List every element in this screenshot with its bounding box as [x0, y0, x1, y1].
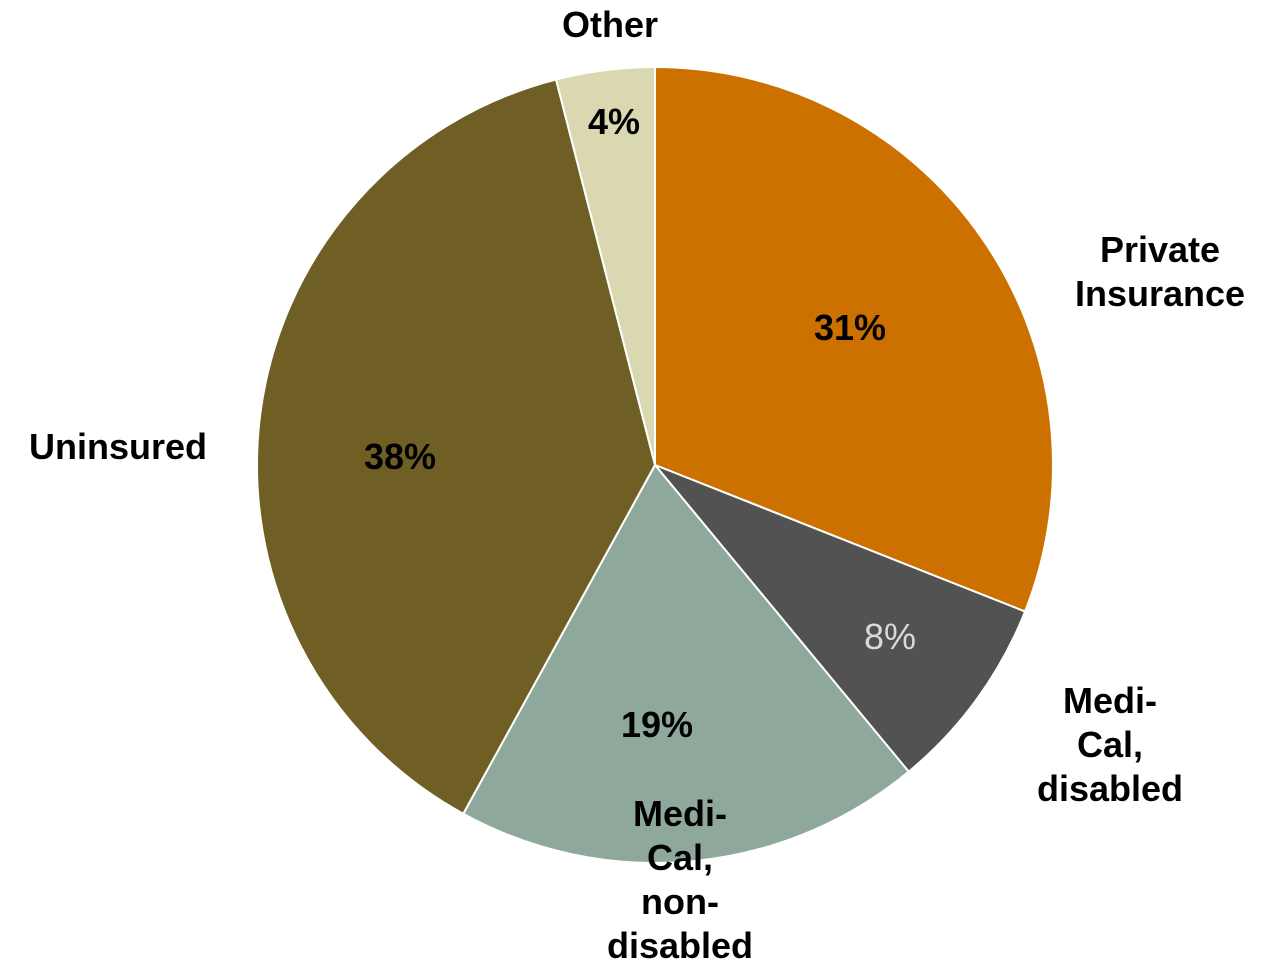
value-label: 4% — [587, 101, 641, 142]
value-label: 31% — [813, 307, 887, 348]
value-label: 8% — [863, 616, 917, 657]
pie-slice — [654, 464, 1027, 774]
category-label: Medi-Cal, disabled — [1036, 680, 1184, 809]
category-label: Medi-Cal, non-disabled — [606, 793, 754, 961]
pie-slice — [256, 78, 657, 816]
category-label: Other — [561, 4, 659, 45]
value-label: 19% — [620, 704, 694, 745]
pie-slice — [654, 65, 1054, 613]
category-label: Uninsured — [28, 426, 208, 467]
pie-slice — [461, 463, 911, 864]
category-label: Private Insurance — [1074, 229, 1246, 314]
value-label: 38% — [363, 436, 437, 477]
pie-slice — [554, 65, 656, 466]
